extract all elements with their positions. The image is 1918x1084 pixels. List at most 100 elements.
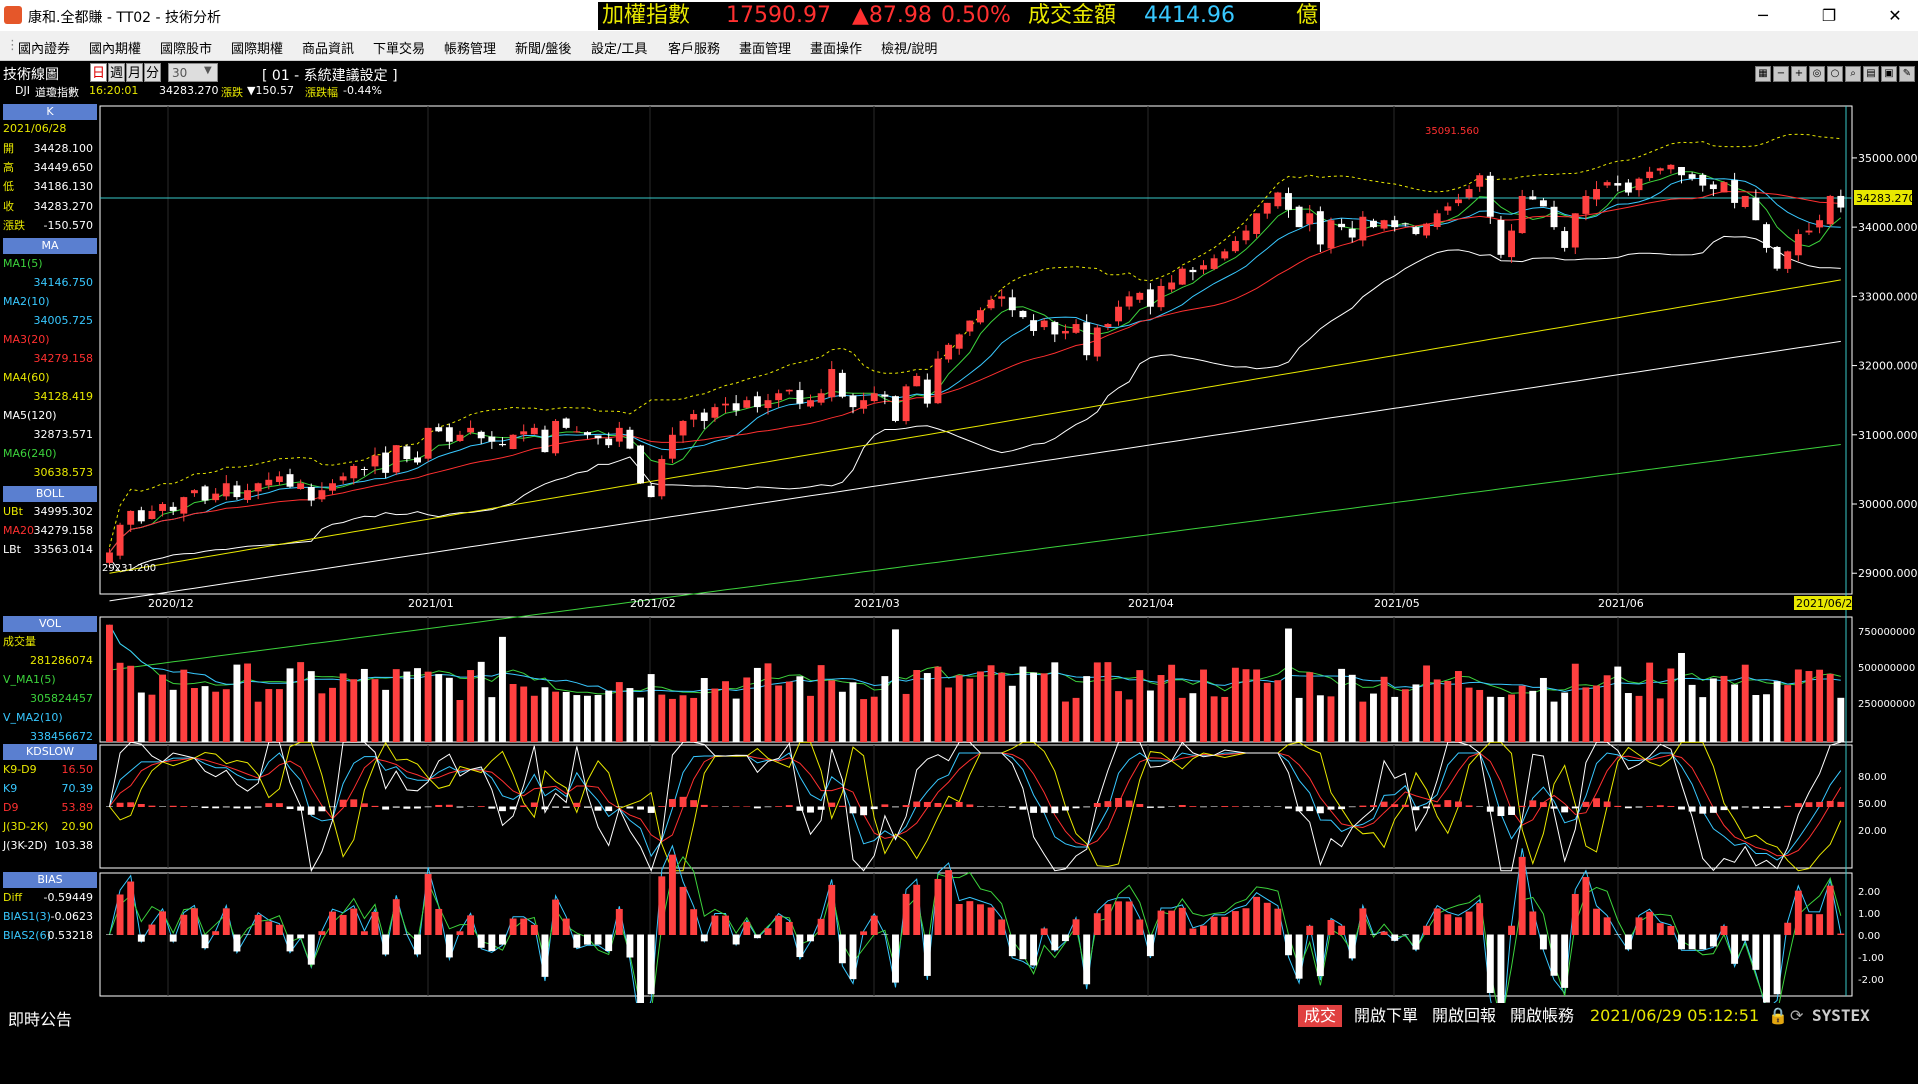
- kd-k: K9 70.39: [3, 782, 93, 795]
- candle: [1709, 184, 1717, 190]
- menu-item[interactable]: 國際股市: [160, 42, 213, 57]
- volume-bar: [329, 687, 336, 742]
- open-report-button[interactable]: 開啟回報: [1432, 1006, 1497, 1025]
- bias-bar: [1040, 928, 1048, 935]
- bias-bar: [488, 934, 496, 952]
- menu-item[interactable]: 檢視/說明: [881, 42, 938, 57]
- period-count-select[interactable]: 30: [168, 63, 218, 82]
- kd-bar: [488, 806, 496, 809]
- maximize-button[interactable]: ❐: [1821, 6, 1837, 25]
- trade-status[interactable]: 成交: [1298, 1005, 1343, 1027]
- candle: [233, 485, 241, 498]
- kd-bar: [775, 806, 783, 807]
- candle: [1699, 174, 1707, 186]
- bias-bar: [456, 931, 464, 935]
- kd-bar: [1614, 805, 1622, 807]
- volume-bar: [275, 689, 283, 742]
- open-order-button[interactable]: 開啟下單: [1354, 1006, 1419, 1025]
- open-account-button[interactable]: 開啟帳務: [1510, 1006, 1575, 1025]
- technical-chart[interactable]: 35000.000 34000.000 33000.000 32000.000 3100…: [0, 0, 1918, 1003]
- kd-bar: [477, 806, 485, 807]
- bias-bar: [690, 909, 698, 935]
- systex-logo: SYSTEX: [1812, 1006, 1870, 1025]
- minus-icon[interactable]: −: [1773, 66, 1789, 82]
- grid-icon[interactable]: ▦: [1755, 66, 1771, 82]
- save-icon[interactable]: ▣: [1881, 66, 1897, 82]
- layout-setting-label[interactable]: [ 01 - 系統建議設定 ]: [262, 68, 398, 84]
- menu-item[interactable]: 國內證券: [18, 42, 71, 57]
- bias-bar: [1709, 934, 1717, 947]
- kd-bar: [892, 806, 899, 808]
- bias-bars: [106, 854, 1845, 1003]
- candle: [1327, 220, 1335, 249]
- settings-icon[interactable]: ✎: [1899, 66, 1915, 82]
- menu-item[interactable]: 下單交易: [373, 42, 426, 57]
- volume-bar: [350, 679, 358, 742]
- vol-ma1-value: 305824457: [30, 692, 93, 705]
- plus-icon[interactable]: +: [1791, 66, 1807, 82]
- candle: [1253, 213, 1261, 234]
- zoom-out-icon[interactable]: ○: [1827, 66, 1843, 82]
- zoom-in-icon[interactable]: ◎: [1809, 66, 1825, 82]
- kd-bar: [127, 802, 135, 807]
- volume-bar: [987, 665, 995, 742]
- vol-tick-label: 750000000: [1858, 627, 1915, 638]
- minimize-button[interactable]: ─: [1758, 6, 1768, 25]
- bias-bar: [414, 934, 421, 955]
- kd-bar: [1157, 806, 1165, 808]
- kd-bar: [339, 799, 347, 807]
- candle: [1146, 289, 1154, 307]
- lock-icon[interactable]: 🔒: [1768, 1006, 1788, 1025]
- menu-item[interactable]: 新聞/盤後: [515, 42, 572, 57]
- period-month-button[interactable]: 月: [126, 63, 143, 82]
- volume-bar: [1741, 664, 1749, 742]
- kd-bar: [722, 806, 729, 807]
- volume-bar: [1731, 684, 1739, 742]
- kd-bar: [1391, 804, 1399, 807]
- candle: [1656, 168, 1664, 171]
- period-minute-button[interactable]: 分: [144, 63, 161, 82]
- chart-frames: [99, 105, 1853, 997]
- menu-item[interactable]: 商品資訊: [302, 42, 355, 57]
- bias-bar: [1688, 934, 1696, 950]
- kd-bar: [785, 805, 793, 807]
- close-button[interactable]: ✕: [1888, 6, 1902, 25]
- volume-bar: [1678, 652, 1685, 742]
- search-icon[interactable]: ⌕: [1845, 66, 1861, 82]
- volume-bar: [998, 672, 1006, 742]
- live-announcement-label[interactable]: 即時公告: [8, 1010, 73, 1029]
- menu-item[interactable]: 畫面管理: [739, 42, 792, 57]
- menu-item[interactable]: 帳務管理: [444, 42, 497, 57]
- bias-bar: [1051, 934, 1059, 951]
- candle: [1476, 175, 1484, 187]
- chevron-down-icon[interactable]: ▼: [204, 65, 212, 76]
- bias-bar: [1285, 934, 1292, 956]
- volume-bar: [190, 688, 198, 742]
- menu-item[interactable]: 設定/工具: [591, 42, 648, 57]
- menu-item[interactable]: 客戶服務: [668, 42, 721, 57]
- candle: [424, 427, 432, 459]
- candle: [1518, 195, 1526, 234]
- print-icon[interactable]: ▤: [1863, 66, 1879, 82]
- volume-bar: [807, 695, 814, 742]
- refresh-icon[interactable]: ⟳: [1790, 1006, 1804, 1025]
- kd-bar: [923, 801, 931, 807]
- bias-bar: [923, 934, 931, 976]
- volume-bar: [509, 684, 517, 742]
- candle: [1168, 282, 1176, 290]
- bias-bar: [265, 921, 273, 935]
- kd-bar: [499, 806, 506, 812]
- candle: [615, 427, 623, 442]
- volume-bar: [1210, 696, 1218, 742]
- turnover-value: 4414.96: [1144, 3, 1235, 28]
- menu-item[interactable]: 畫面操作: [810, 42, 863, 57]
- period-day-button[interactable]: 日: [90, 63, 107, 82]
- date-label: 2020/12: [148, 597, 194, 610]
- bias-bar: [1210, 916, 1218, 935]
- kd-bar: [445, 804, 453, 807]
- menu-item[interactable]: 國內期權: [89, 42, 142, 57]
- period-week-button[interactable]: 週: [108, 63, 125, 82]
- kd-bar: [1274, 806, 1282, 807]
- bias-bar: [838, 934, 846, 964]
- menu-item[interactable]: 國際期權: [231, 42, 284, 57]
